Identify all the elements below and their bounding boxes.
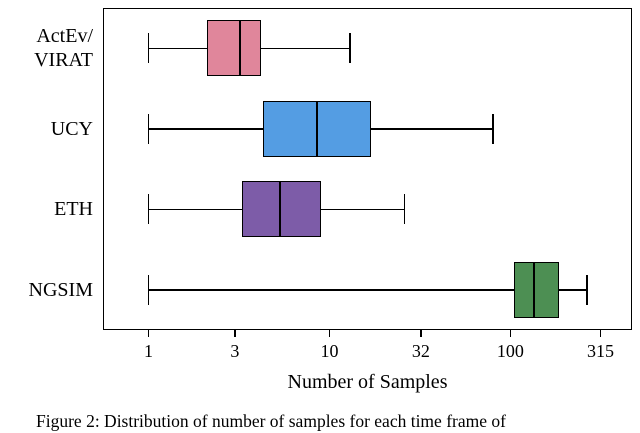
whisker-cap-min-ucy (147, 113, 150, 144)
box-actev-virat (206, 20, 262, 77)
x-tick (147, 330, 150, 337)
whisker-cap-min-eth (147, 194, 150, 225)
category-label-line: UCY (50, 117, 93, 140)
x-tick-label: 100 (496, 341, 524, 361)
category-label-eth: ETH (0, 197, 93, 221)
category-label-line: NGSIM (28, 278, 93, 301)
whisker-cap-max-ucy (492, 113, 494, 144)
whisker-cap-min-actev-virat (147, 33, 150, 64)
whisker-cap-max-actev-virat (349, 33, 351, 64)
category-label-ucy: UCY (0, 117, 93, 141)
x-tick-label: 3 (230, 341, 240, 361)
x-tick-label: 315 (587, 341, 615, 361)
whisker-cap-max-eth (403, 194, 406, 225)
median-line-ngsim (532, 261, 535, 318)
x-tick (234, 330, 236, 337)
whisker-line-ngsim (148, 289, 587, 291)
x-tick-label: 10 (320, 341, 339, 361)
median-line-ucy (315, 100, 318, 157)
x-axis-title: Number of Samples (287, 371, 448, 393)
category-label-line: VIRAT (34, 49, 93, 72)
x-tick (599, 330, 602, 337)
whisker-cap-min-ngsim (147, 274, 150, 305)
figure-caption: Figure 2: Distribution of number of samp… (36, 411, 506, 431)
x-tick (328, 330, 331, 337)
category-label-ngsim: NGSIM (0, 278, 93, 302)
x-tick (509, 330, 512, 337)
category-label-line: ETH (54, 198, 93, 221)
box-eth (242, 181, 322, 238)
whisker-cap-max-ngsim (586, 274, 588, 305)
box-ngsim (514, 261, 559, 318)
x-tick-label: 32 (411, 341, 430, 361)
x-tick-label: 1 (144, 341, 154, 361)
median-line-actev-virat (238, 20, 241, 77)
median-line-eth (278, 181, 281, 238)
category-label-actev-virat: ActEv/VIRAT (0, 24, 93, 72)
category-label-line: ActEv/ (36, 25, 93, 48)
x-tick (420, 330, 422, 337)
